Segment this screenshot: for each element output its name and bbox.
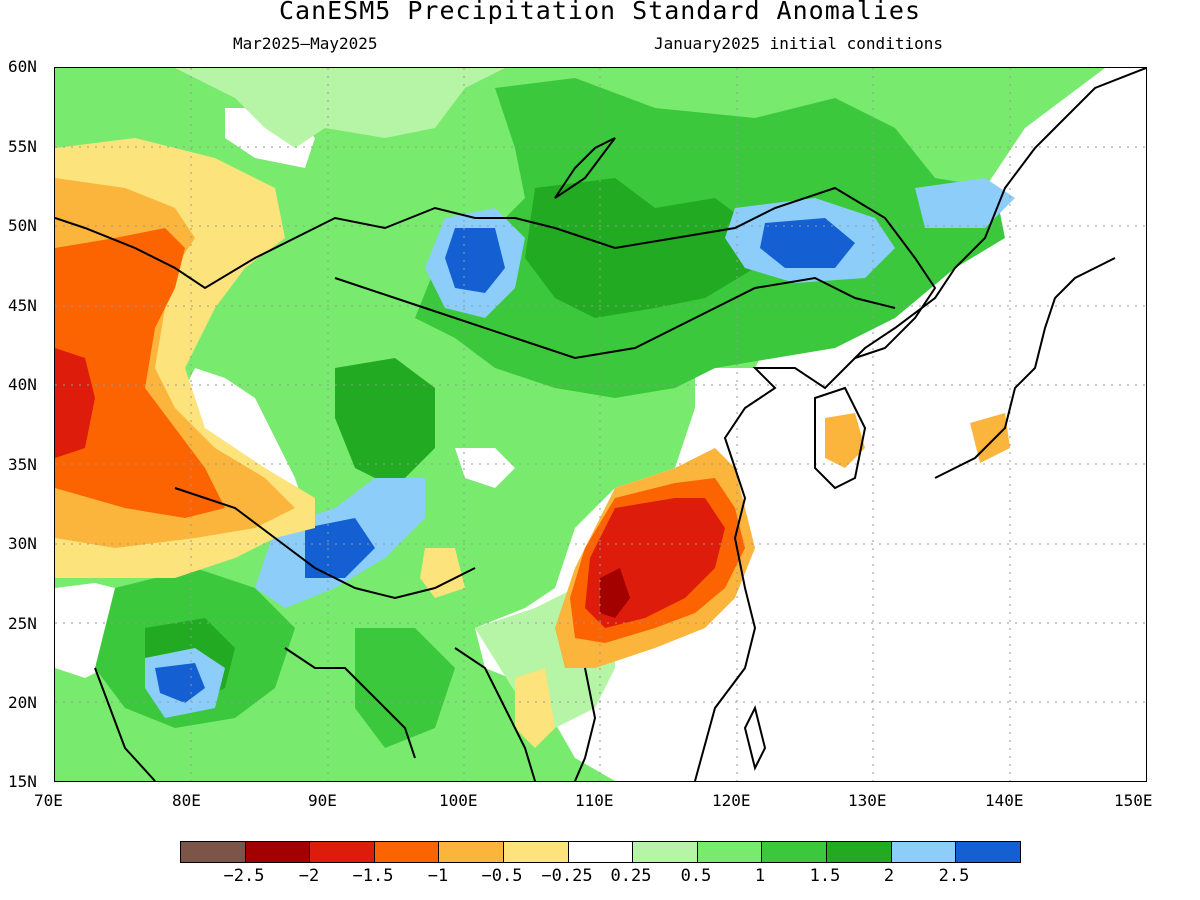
lon-label-90e: 90E	[308, 791, 337, 810]
lon-label-80e: 80E	[172, 791, 201, 810]
lat-label-25n: 25N	[8, 614, 37, 633]
legend-swatch-0.5	[697, 842, 763, 862]
dark-blue-mongolia-west	[445, 228, 505, 293]
deep-orange-west	[55, 228, 225, 518]
color-legend	[180, 841, 1021, 863]
legend-swatch-neg1.5	[374, 842, 440, 862]
lat-label-40n: 40N	[8, 375, 37, 394]
dark-green-mongolia	[525, 178, 755, 318]
legend-label-2: 2	[883, 866, 895, 886]
legend-swatch-lt-neg2.5	[181, 842, 246, 862]
lat-label-20n: 20N	[8, 693, 37, 712]
legend-swatch-neutral	[568, 842, 634, 862]
legend-label-0.5: 0.5	[680, 866, 712, 886]
legend-label-neg1: −1	[427, 866, 449, 886]
light-green-north	[55, 68, 505, 148]
orange-patch-japan	[970, 413, 1010, 463]
legend-swatch-neg2	[310, 842, 375, 862]
coastlines-borders	[55, 68, 1146, 781]
legend-swatch-0.25	[633, 842, 698, 862]
lat-label-35n: 35N	[8, 455, 37, 474]
lon-label-100e: 100E	[439, 791, 478, 810]
dark-green-tibet	[335, 358, 435, 488]
legend-label-neg0.25: −0.25	[541, 866, 593, 886]
legend-label-neg2.5: −2.5	[223, 866, 265, 886]
lon-label-150e: 150E	[1114, 791, 1153, 810]
chart-title: CanESM5 Precipitation Standard Anomalies	[278, 0, 922, 25]
lat-label-30n: 30N	[8, 534, 37, 553]
lon-label-130e: 130E	[848, 791, 887, 810]
red-west	[55, 348, 95, 458]
white-patch-central	[455, 448, 515, 488]
anomaly-map-svg	[55, 68, 1146, 781]
dark-blue-manchuria	[760, 218, 855, 268]
legend-swatch-neg0.5	[504, 842, 569, 862]
legend-swatch-1.5	[827, 842, 892, 862]
legend-swatch-neg2.5	[245, 842, 311, 862]
legend-label-neg2: −2	[298, 866, 320, 886]
legend-label-1.5: 1.5	[809, 866, 841, 886]
legend-label-0.25: 0.25	[610, 866, 652, 886]
green-indochina	[355, 628, 455, 748]
legend-label-neg0.5: −0.5	[481, 866, 523, 886]
lon-label-120e: 120E	[712, 791, 751, 810]
lat-label-50n: 50N	[8, 216, 37, 235]
map-gridlines	[55, 68, 1146, 781]
yellow-patch-yunnan	[420, 548, 465, 598]
legend-swatch-1	[762, 842, 828, 862]
lat-label-15n: 15N	[8, 772, 37, 791]
yellow-patch-thailand	[515, 668, 555, 748]
legend-label-1: 1	[754, 866, 766, 886]
legend-swatch-2	[891, 842, 957, 862]
orange-patch-korea	[825, 413, 865, 468]
legend-label-2.5: 2.5	[938, 866, 970, 886]
subtitle-season: Mar2025–May2025	[233, 34, 378, 53]
lat-label-60n: 60N	[8, 57, 37, 76]
lon-label-110e: 110E	[575, 791, 614, 810]
legend-swatch-neg1	[439, 842, 505, 862]
light-blue-amur	[915, 178, 1015, 228]
lon-label-140e: 140E	[985, 791, 1024, 810]
lat-label-45n: 45N	[8, 296, 37, 315]
anomaly-map	[54, 67, 1147, 782]
dark-blue-india	[155, 663, 205, 703]
lat-label-55n: 55N	[8, 137, 37, 156]
legend-swatch-2.5	[956, 842, 1020, 862]
subtitle-init: January2025 initial conditions	[654, 34, 943, 53]
dark-blue-himalaya	[305, 518, 375, 578]
lon-label-70e: 70E	[34, 791, 63, 810]
legend-label-neg1.5: −1.5	[352, 866, 394, 886]
dark-red-south-china	[600, 568, 630, 618]
